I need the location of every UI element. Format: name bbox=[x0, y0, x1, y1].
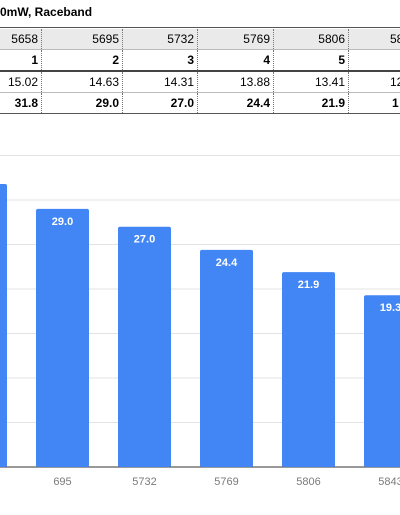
x-tick-label: 5769 bbox=[214, 476, 238, 488]
x-tick-label: 5806 bbox=[296, 476, 320, 488]
frequency-row: 5658 5695 5732 5769 5806 58 bbox=[0, 29, 400, 49]
x-tick-label: 695 bbox=[53, 476, 71, 488]
frequency-cell[interactable]: 5732 bbox=[123, 29, 198, 49]
frequency-cell[interactable]: 5806 bbox=[274, 29, 349, 49]
power-cell[interactable]: 13.88 bbox=[198, 72, 274, 92]
frequency-cell[interactable]: 5769 bbox=[198, 29, 274, 49]
table-title-row: 0mW, Raceband bbox=[0, 2, 400, 22]
chart-bar[interactable] bbox=[36, 208, 89, 467]
percent-cell[interactable]: 21.9 bbox=[274, 93, 349, 113]
frequency-cell[interactable]: 5658 bbox=[0, 29, 42, 49]
chart-bar[interactable] bbox=[200, 249, 253, 467]
chart-bar[interactable] bbox=[118, 226, 171, 467]
bar-value-label: 19.3 bbox=[380, 302, 400, 314]
bar-chart-canvas: 29.0 27.0 24.4 21.9 19.3 695 5732 5769 5806 5843 bbox=[0, 155, 400, 488]
bar-value-label: 21.9 bbox=[298, 279, 319, 291]
percent-cell[interactable]: 1 bbox=[392, 96, 399, 110]
power-row: 15.02 14.63 14.31 13.88 13.41 12 bbox=[0, 72, 400, 92]
x-tick-label: 5843 bbox=[378, 476, 400, 488]
power-cell[interactable]: 14.31 bbox=[123, 72, 198, 92]
percent-row: 31.8 29.0 27.0 24.4 21.9 1 bbox=[0, 93, 400, 113]
power-cell[interactable]: 13.41 bbox=[274, 72, 349, 92]
bar-chart[interactable]: 29.0 27.0 24.4 21.9 19.3 695 5732 5769 5806 5843 bbox=[0, 128, 400, 515]
channel-cell[interactable]: 1 bbox=[0, 50, 42, 70]
table-title[interactable]: 0mW, Raceband bbox=[0, 5, 93, 19]
percent-cell[interactable]: 27.0 bbox=[123, 93, 198, 113]
power-cell[interactable]: 14.63 bbox=[42, 72, 123, 92]
power-cell[interactable]: 15.02 bbox=[0, 72, 42, 92]
x-tick-label: 5732 bbox=[132, 476, 156, 488]
percent-cell[interactable]: 29.0 bbox=[42, 93, 123, 113]
chart-bar[interactable] bbox=[364, 295, 400, 467]
channel-cell[interactable]: 5 bbox=[274, 50, 349, 70]
channel-cell[interactable] bbox=[349, 50, 400, 70]
percent-cell[interactable]: 31.8 bbox=[0, 93, 42, 113]
channel-cell[interactable]: 4 bbox=[198, 50, 274, 70]
bar-value-label: 24.4 bbox=[216, 257, 238, 269]
channel-cell[interactable]: 3 bbox=[123, 50, 198, 70]
chart-bar[interactable] bbox=[282, 272, 335, 467]
chart-bar[interactable] bbox=[0, 183, 7, 467]
bar-value-label: 27.0 bbox=[134, 234, 155, 246]
bar-value-label: 29.0 bbox=[52, 216, 73, 228]
channel-row: 1 2 3 4 5 bbox=[0, 50, 400, 70]
power-cell[interactable]: 12 bbox=[390, 75, 400, 89]
frequency-cell[interactable]: 5695 bbox=[42, 29, 123, 49]
percent-cell[interactable]: 24.4 bbox=[198, 93, 274, 113]
channel-cell[interactable]: 2 bbox=[42, 50, 123, 70]
frequency-cell[interactable]: 58 bbox=[390, 32, 400, 46]
